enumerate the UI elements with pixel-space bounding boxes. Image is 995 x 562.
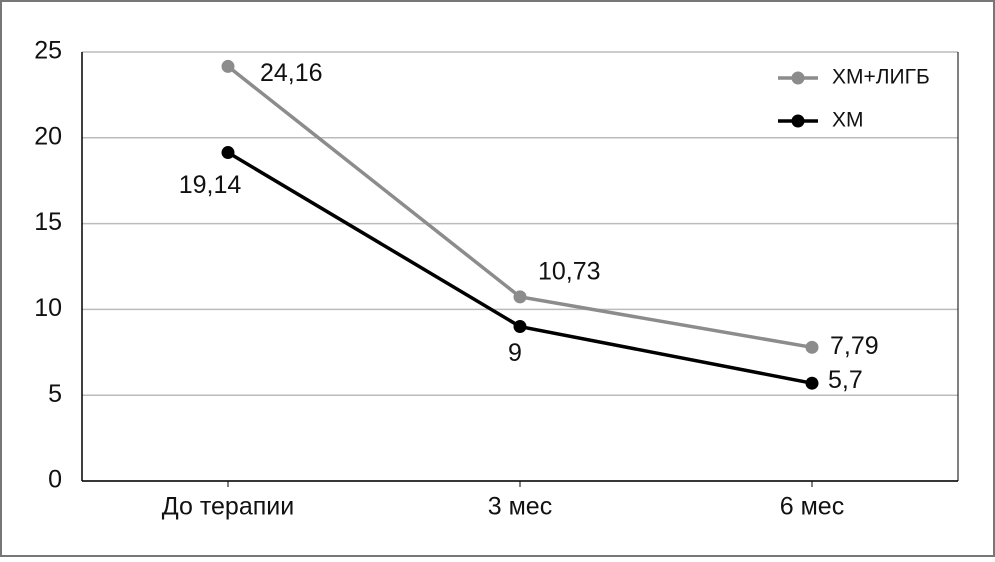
data-label: 24,16 bbox=[260, 59, 323, 87]
legend-label: ХМ+ЛИГБ bbox=[832, 66, 930, 89]
y-tick-label: 5 bbox=[48, 380, 62, 408]
y-tick-label: 10 bbox=[34, 294, 62, 322]
y-tick-label: 25 bbox=[34, 37, 62, 65]
data-label: 9 bbox=[508, 339, 522, 367]
point bbox=[221, 146, 235, 160]
data-label: 10,73 bbox=[538, 257, 601, 285]
y-tick-label: 15 bbox=[34, 208, 62, 236]
legend-marker bbox=[791, 114, 805, 128]
data-label: 19,14 bbox=[179, 171, 242, 199]
point bbox=[221, 59, 235, 73]
point bbox=[805, 376, 819, 390]
point bbox=[513, 290, 527, 304]
x-tick-label: 6 мес bbox=[780, 493, 844, 521]
data-label: 5,7 bbox=[828, 366, 863, 394]
y-tick-label: 0 bbox=[48, 466, 62, 494]
point bbox=[805, 340, 819, 354]
x-tick-label: 3 мес bbox=[488, 493, 552, 521]
y-tick-label: 20 bbox=[34, 122, 62, 150]
legend-label: ХМ bbox=[832, 109, 864, 132]
x-tick-label: До терапии bbox=[162, 493, 294, 521]
point bbox=[513, 320, 527, 334]
data-label: 7,79 bbox=[830, 332, 879, 360]
legend-marker bbox=[791, 71, 805, 85]
